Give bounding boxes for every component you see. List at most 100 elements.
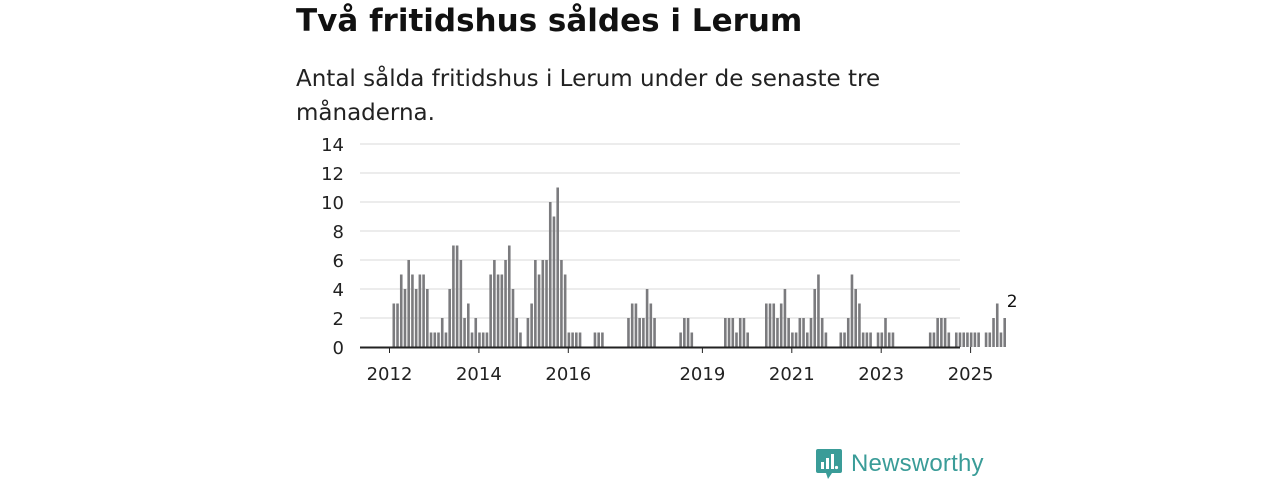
bar <box>850 274 854 347</box>
bar <box>765 303 768 347</box>
bar <box>392 303 396 347</box>
bar <box>858 303 861 347</box>
bar <box>485 332 489 347</box>
bar <box>519 332 522 347</box>
y-tick-label: 12 <box>321 164 344 185</box>
bar <box>601 332 604 347</box>
bar <box>407 260 410 347</box>
bar <box>418 274 422 347</box>
bar <box>738 318 742 347</box>
bar <box>768 303 772 347</box>
bar <box>988 332 992 347</box>
chart-title: Två fritidshus såldes i Lerum <box>296 3 803 39</box>
bar <box>742 318 746 347</box>
bar <box>846 318 850 347</box>
bar <box>545 260 548 347</box>
bar <box>690 332 694 347</box>
bar <box>563 274 567 347</box>
x-tick-label: 2019 <box>679 364 725 385</box>
bar <box>820 318 824 347</box>
bar <box>467 303 470 347</box>
bar <box>999 332 1003 347</box>
bar <box>954 332 958 347</box>
bar <box>534 260 537 347</box>
bar <box>966 332 969 347</box>
brand-logo[interactable]: Newsworthy <box>815 446 984 482</box>
bar <box>977 332 980 347</box>
annotations: 2 <box>1007 292 1018 312</box>
bar <box>940 318 943 347</box>
bar <box>452 245 455 347</box>
y-tick-label: 8 <box>333 222 344 243</box>
bar <box>474 318 478 347</box>
bar <box>824 332 828 347</box>
bar <box>958 332 962 347</box>
bar <box>783 289 787 347</box>
bar <box>414 289 418 347</box>
bar <box>567 332 571 347</box>
bar <box>653 318 656 347</box>
bar <box>735 332 738 347</box>
bar <box>426 289 429 347</box>
bar <box>526 318 530 347</box>
bar <box>556 187 559 347</box>
bar <box>578 332 582 347</box>
x-tick-label: 2021 <box>769 364 815 385</box>
bar <box>779 303 783 347</box>
bar <box>642 318 645 347</box>
y-tick-label: 2 <box>333 309 344 330</box>
y-tick-label: 14 <box>321 135 344 156</box>
bar <box>515 318 519 347</box>
x-tick-label: 2012 <box>367 364 413 385</box>
brand-name: Newsworthy <box>851 450 984 477</box>
bar <box>969 332 973 347</box>
bar <box>481 332 485 347</box>
bar <box>478 332 481 347</box>
bar <box>962 332 966 347</box>
bar <box>876 332 880 347</box>
bar <box>552 216 556 347</box>
bar <box>843 332 846 347</box>
y-tick-label: 6 <box>333 251 344 272</box>
bar <box>995 303 999 347</box>
chart-subtitle: Antal sålda fritidshus i Lerum under de … <box>296 66 881 126</box>
bar <box>627 318 630 347</box>
newsworthy-logo-icon <box>816 449 842 479</box>
bar <box>947 332 951 347</box>
bar <box>727 318 731 347</box>
y-axis: 0 2 4 6 8 10 12 14 <box>321 135 344 359</box>
bar <box>787 318 790 347</box>
bar <box>630 303 634 347</box>
bar <box>500 274 504 347</box>
bar <box>448 289 451 347</box>
bar <box>463 318 466 347</box>
bar <box>593 332 597 347</box>
bar <box>541 260 545 347</box>
bar <box>429 332 433 347</box>
bar <box>440 318 444 347</box>
bar <box>731 318 735 347</box>
bar <box>813 289 817 347</box>
bar <box>776 318 779 347</box>
x-tick-label: 2016 <box>545 364 591 385</box>
bar <box>865 332 869 347</box>
bar <box>548 202 552 347</box>
bar <box>496 274 500 347</box>
y-tick-label: 10 <box>321 193 344 214</box>
bar <box>686 318 690 347</box>
bar <box>880 332 884 347</box>
bar <box>817 274 820 347</box>
bar <box>802 318 805 347</box>
bar <box>403 289 407 347</box>
bar <box>791 332 794 347</box>
bar <box>470 332 474 347</box>
bar <box>992 318 995 347</box>
x-axis: 2012 2014 2016 2019 2021 2023 2025 <box>360 346 994 385</box>
bar <box>489 274 492 347</box>
y-tick-label: 0 <box>333 338 344 359</box>
bar <box>571 332 574 347</box>
bar <box>411 274 414 347</box>
bar <box>679 332 682 347</box>
bar <box>634 303 638 347</box>
